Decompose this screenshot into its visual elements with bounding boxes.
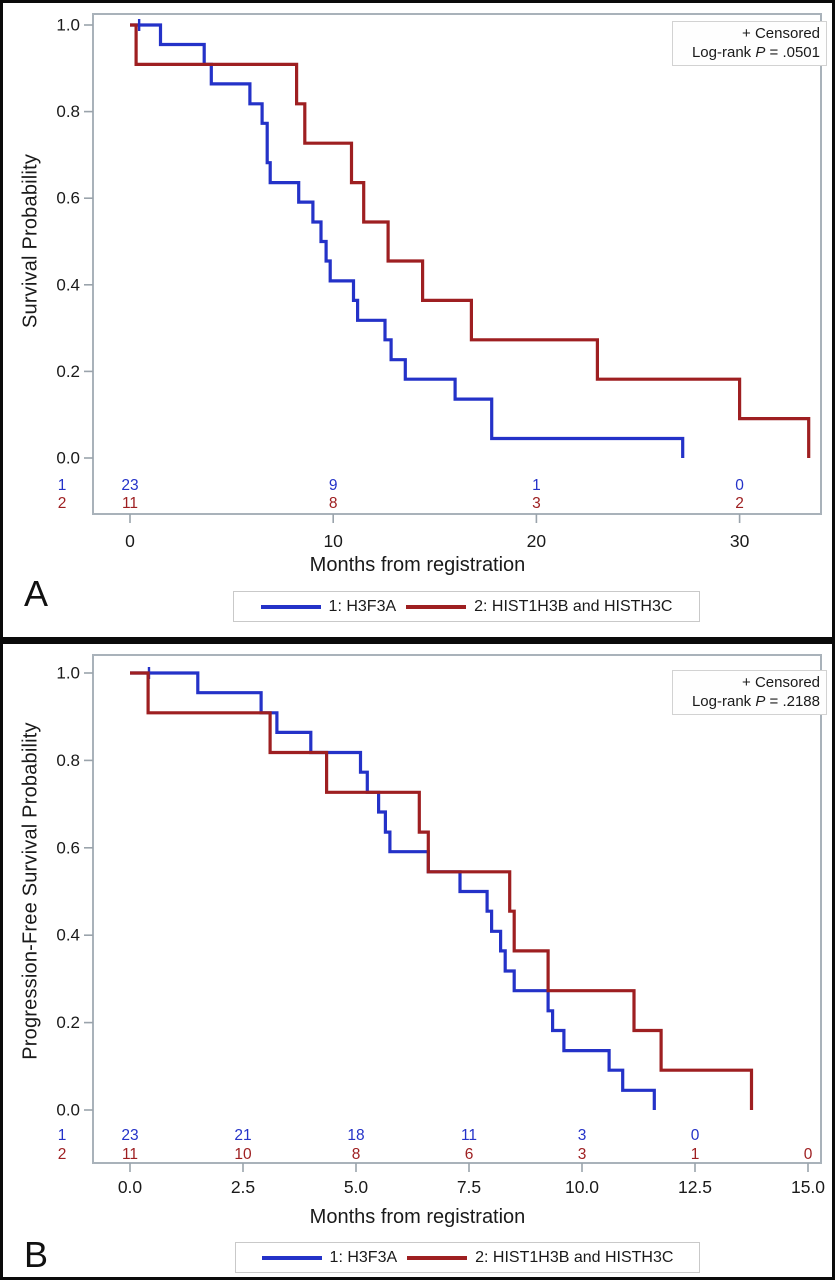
plot-frame <box>92 13 822 515</box>
y-tick-label: 0.6 <box>56 189 80 208</box>
y-tick-label: 0.8 <box>56 751 80 770</box>
at-risk-row-label: 1 <box>58 1127 67 1144</box>
at-risk-count: 23 <box>121 477 138 494</box>
y-tick-label: 0.2 <box>56 1013 80 1032</box>
y-tick-label: 0.0 <box>56 449 80 468</box>
legend-item-group2: 2: HIST1H3B and HISTH3C <box>407 1249 673 1267</box>
x-tick-label: 10.0 <box>565 1177 599 1197</box>
legend-item-group1: 1: H3F3A <box>260 597 397 616</box>
at-risk-row-label: 2 <box>58 1146 67 1163</box>
inset-stats-box-b: + Censored Log-rank P = .2188 <box>672 670 827 715</box>
at-risk-count: 0 <box>804 1146 813 1163</box>
legend-label-group2: 2: HIST1H3B and HISTH3C <box>474 597 673 615</box>
km-plot-panel-b: 1.0 0.8 0.6 0.4 0.2 0.0 0.0 2.5 5.0 7.5 10.0 12.5 15… <box>56 654 825 1197</box>
y-tick-label: 1.0 <box>56 16 80 35</box>
at-risk-count: 3 <box>578 1127 587 1144</box>
at-risk-count: 9 <box>329 477 338 494</box>
survival-curve-group2 <box>130 23 811 458</box>
y-tick-label: 1.0 <box>56 664 80 683</box>
at-risk-count: 11 <box>461 1127 477 1144</box>
x-axis-title-a: Months from registration <box>309 554 526 576</box>
panel-a: 1.0 0.8 0.6 0.4 0.2 0.0 0 10 20 30 1 23 9 1 0 2 11 8 3 2 Su… <box>19 13 827 622</box>
y-tick-label: 0.8 <box>56 102 80 121</box>
censored-legend-b: + Censored <box>742 674 820 691</box>
at-risk-count: 18 <box>347 1127 364 1144</box>
legend-item-group2: 2: HIST1H3B and HISTH3C <box>406 598 672 616</box>
series-legend-b: 1: H3F3A 2: HIST1H3B and HISTH3C <box>235 1242 700 1273</box>
x-tick-label: 0.0 <box>118 1177 143 1197</box>
at-risk-count: 6 <box>465 1146 474 1163</box>
at-risk-count: 23 <box>121 1127 138 1144</box>
km-plot-panel-a: 1.00.80.60.40.20.00 10 20 301 23 9 1 02 11 8 3 2 <box>56 13 822 551</box>
at-risk-count: 3 <box>532 495 541 512</box>
x-tick-label: 5.0 <box>344 1177 369 1197</box>
panel-divider <box>0 637 835 644</box>
survival-curve-group1 <box>130 23 685 458</box>
at-risk-count: 1 <box>691 1146 700 1163</box>
at-risk-count: 11 <box>122 1146 138 1163</box>
legend-item-group1: 1: H3F3A <box>261 1248 398 1267</box>
plot-frame <box>92 654 822 1164</box>
at-risk-count: 0 <box>735 477 744 494</box>
y-tick-label: 0.6 <box>56 838 80 857</box>
y-tick-label: 0.0 <box>56 1101 80 1120</box>
logrank-line-b: Log-rank P = .2188 <box>691 693 820 710</box>
at-risk-count: 3 <box>578 1146 587 1163</box>
legend-label-group1: 1: H3F3A <box>329 1248 398 1266</box>
at-risk-count: 10 <box>234 1146 252 1163</box>
at-risk-count: 11 <box>122 495 138 512</box>
x-tick-label: 2.5 <box>231 1177 255 1197</box>
censored-legend-a: + Censored <box>742 25 820 42</box>
legend-label-group1: 1: H3F3A <box>328 597 397 615</box>
at-risk-count: 8 <box>329 495 338 512</box>
y-tick-label: 0.4 <box>56 926 80 945</box>
at-risk-count: 2 <box>735 495 744 512</box>
y-tick-label: 0.2 <box>56 362 80 381</box>
x-tick-label: 12.5 <box>678 1177 712 1197</box>
survival-curve-group1 <box>130 671 656 1110</box>
x-tick-label: 30 <box>730 531 750 551</box>
x-axis-title-b: Months from registration <box>309 1206 526 1228</box>
survival-curve-group2 <box>130 671 754 1110</box>
panel-letter-a: A <box>24 573 49 614</box>
at-risk-count: 1 <box>532 477 541 494</box>
group2-line-sample-icon <box>407 1255 468 1260</box>
group1-line-sample-icon <box>260 604 321 609</box>
x-tick-label: 10 <box>323 531 343 551</box>
x-tick-label: 15.0 <box>791 1177 825 1197</box>
y-tick-label: 0.4 <box>56 275 80 294</box>
panel-letter-b: B <box>24 1234 49 1275</box>
at-risk-row-label: 2 <box>58 495 67 512</box>
group1-line-sample-icon <box>261 1255 322 1260</box>
x-tick-label: 20 <box>527 531 547 551</box>
at-risk-count: 0 <box>691 1127 700 1144</box>
logrank-line-a: Log-rank P = .0501 <box>691 44 820 61</box>
at-risk-row-label: 1 <box>58 477 67 494</box>
legend-label-group2: 2: HIST1H3B and HISTH3C <box>475 1248 674 1266</box>
y-axis-title-a: Survival Probability <box>19 153 42 329</box>
panel-b: 1.0 0.8 0.6 0.4 0.2 0.0 0.0 2.5 5.0 7.5 10.0 12.5 15… <box>0 640 835 1280</box>
group2-line-sample-icon <box>406 604 467 609</box>
at-risk-count: 8 <box>352 1146 361 1163</box>
inset-stats-box-a: + Censored Log-rank P = .0501 <box>672 21 827 66</box>
series-legend-a: 1: H3F3A 2: HIST1H3B and HISTH3C <box>233 591 700 622</box>
x-tick-label: 7.5 <box>457 1177 481 1197</box>
x-tick-label: 0 <box>125 531 135 551</box>
at-risk-count: 21 <box>234 1127 251 1144</box>
y-axis-title-b: Progression-Free Survival Probability <box>19 722 42 1060</box>
